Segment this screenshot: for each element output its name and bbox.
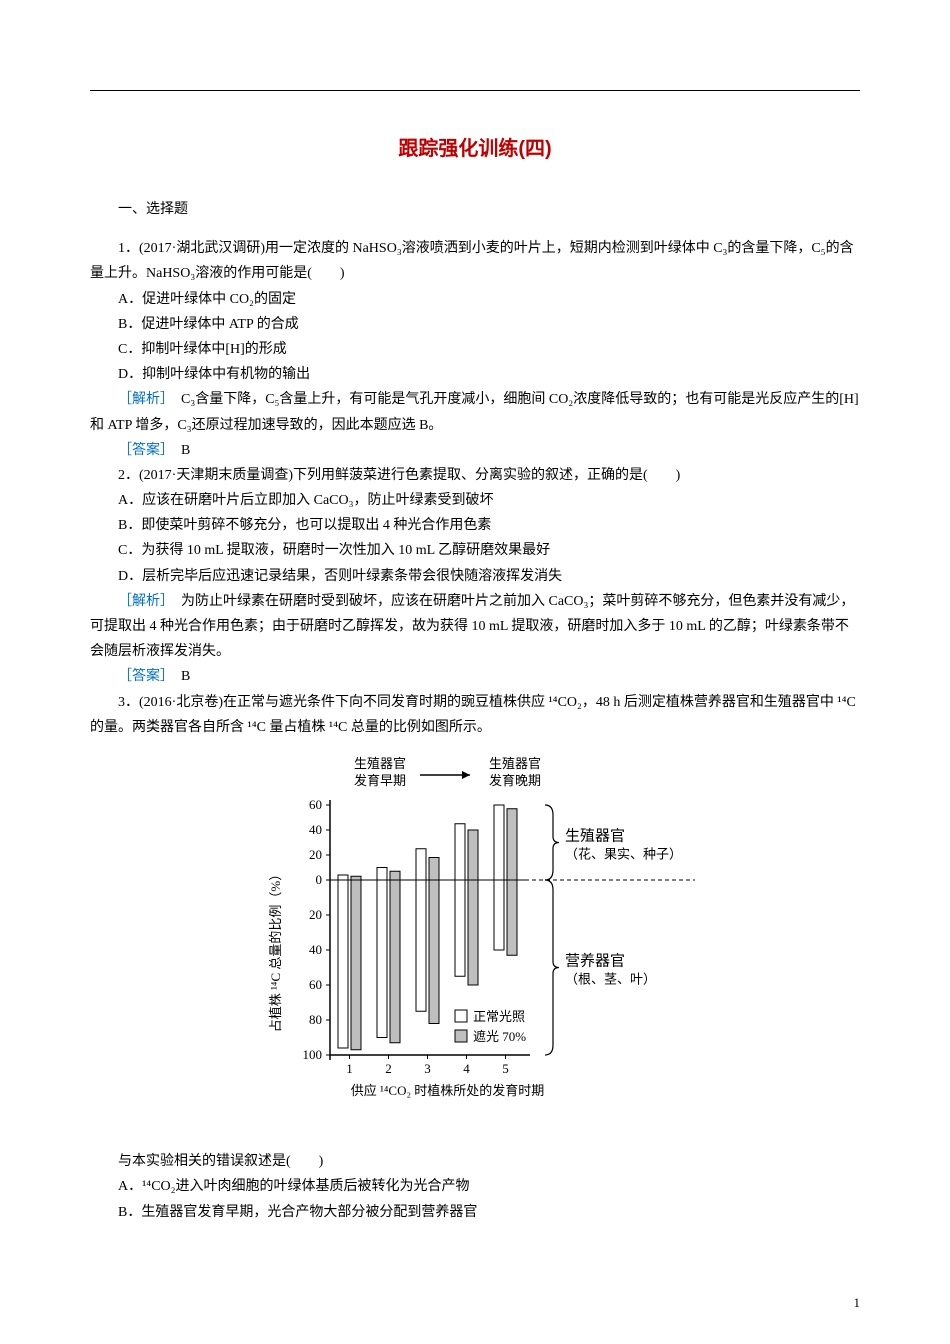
q3-figure: 生殖器官发育早期生殖器官发育晚期60402002040608010012345占… — [90, 750, 860, 1139]
svg-text:生殖器官: 生殖器官 — [489, 756, 541, 771]
q2-optC: C．为获得 10 mL 提取液，研磨时一次性加入 10 mL 乙醇研磨效果最好 — [90, 538, 860, 563]
q2-stem: 2．(2017·天津期末质量调查)下列用鲜菠菜进行色素提取、分离实验的叙述，正确… — [90, 463, 860, 488]
svg-text:遮光 70%: 遮光 70% — [473, 1029, 526, 1044]
analysis-label: ［解析］ — [118, 594, 167, 609]
svg-text:发育晚期: 发育晚期 — [489, 773, 541, 788]
svg-text:4: 4 — [463, 1061, 470, 1076]
svg-text:3: 3 — [424, 1061, 431, 1076]
svg-text:占植株 ¹⁴C 总量的比例（%）: 占植株 ¹⁴C 总量的比例（%） — [268, 868, 283, 1032]
svg-text:0: 0 — [316, 872, 323, 887]
svg-text:20: 20 — [309, 907, 322, 922]
svg-text:1: 1 — [346, 1061, 353, 1076]
svg-text:生殖器官: 生殖器官 — [354, 756, 406, 771]
doc-title: 跟踪强化训练(四) — [90, 131, 860, 167]
q1-answer: ［答案］ B — [90, 438, 860, 463]
q2-analysis-text: 为防止叶绿素在研磨时受到破坏，应该在研磨叶片之前加入 CaCO₃；菜叶剪碎不够充… — [90, 594, 854, 659]
svg-text:正常光照: 正常光照 — [473, 1009, 525, 1024]
svg-text:2: 2 — [385, 1061, 392, 1076]
svg-text:生殖器官: 生殖器官 — [565, 827, 625, 844]
svg-text:供应 ¹⁴CO₂ 时植株所处的发育时期: 供应 ¹⁴CO₂ 时植株所处的发育时期 — [351, 1083, 545, 1098]
q1-optA: A．促进叶绿体中 CO₂的固定 — [90, 287, 860, 312]
svg-text:40: 40 — [309, 942, 322, 957]
q2-optA: A．应该在研磨叶片后立即加入 CaCO₃，防止叶绿素受到破坏 — [90, 488, 860, 513]
svg-text:100: 100 — [303, 1047, 323, 1062]
answer-label: ［答案］ — [118, 669, 167, 684]
svg-text:（根、茎、叶）: （根、茎、叶） — [565, 971, 656, 986]
svg-text:营养器官: 营养器官 — [565, 952, 625, 969]
q1-optC: C．抑制叶绿体中[H]的形成 — [90, 337, 860, 362]
q1-stem: 1．(2017·湖北武汉调研)用一定浓度的 NaHSO₃溶液喷洒到小麦的叶片上，… — [90, 236, 860, 286]
q2-answer-text: B — [167, 669, 190, 684]
svg-text:20: 20 — [309, 847, 322, 862]
svg-text:（花、果实、种子）: （花、果实、种子） — [565, 846, 682, 861]
section-heading: 一、选择题 — [90, 197, 860, 222]
q3-optB: B．生殖器官发育早期，光合产物大部分被分配到营养器官 — [90, 1200, 860, 1225]
q2-optD: D．层析完毕后应迅速记录结果，否则叶绿素条带会很快随溶液挥发消失 — [90, 564, 860, 589]
answer-label: ［答案］ — [118, 443, 167, 458]
svg-text:60: 60 — [309, 797, 322, 812]
page-number: 1 — [854, 1291, 861, 1314]
q1-analysis-text: C₃含量下降，C₅含量上升，有可能是气孔开度减小，细胞间 CO₂浓度降低导致的；… — [90, 392, 859, 432]
q1-optD: D．抑制叶绿体中有机物的输出 — [90, 362, 860, 387]
svg-text:60: 60 — [309, 977, 322, 992]
q1-analysis: ［解析］ C₃含量下降，C₅含量上升，有可能是气孔开度减小，细胞间 CO₂浓度降… — [90, 387, 860, 437]
q3-optA: A．¹⁴CO₂进入叶肉细胞的叶绿体基质后被转化为光合产物 — [90, 1174, 860, 1199]
q2-answer: ［答案］ B — [90, 664, 860, 689]
q3-stem-b: 与本实验相关的错误叙述是( ) — [90, 1149, 860, 1174]
svg-text:5: 5 — [502, 1061, 509, 1076]
svg-text:80: 80 — [309, 1012, 322, 1027]
svg-text:40: 40 — [309, 822, 322, 837]
q1-optB: B．促进叶绿体中 ATP 的合成 — [90, 312, 860, 337]
q1-answer-text: B — [167, 443, 190, 458]
q3-stem: 3．(2016·北京卷)在正常与遮光条件下向不同发育时期的豌豆植株供应 ¹⁴CO… — [90, 690, 860, 740]
svg-text:发育早期: 发育早期 — [354, 773, 406, 788]
q2-optB: B．即使菜叶剪碎不够充分，也可以提取出 4 种光合作用色素 — [90, 513, 860, 538]
q2-analysis: ［解析］ 为防止叶绿素在研磨时受到破坏，应该在研磨叶片之前加入 CaCO₃；菜叶… — [90, 589, 860, 665]
analysis-label: ［解析］ — [118, 392, 167, 407]
